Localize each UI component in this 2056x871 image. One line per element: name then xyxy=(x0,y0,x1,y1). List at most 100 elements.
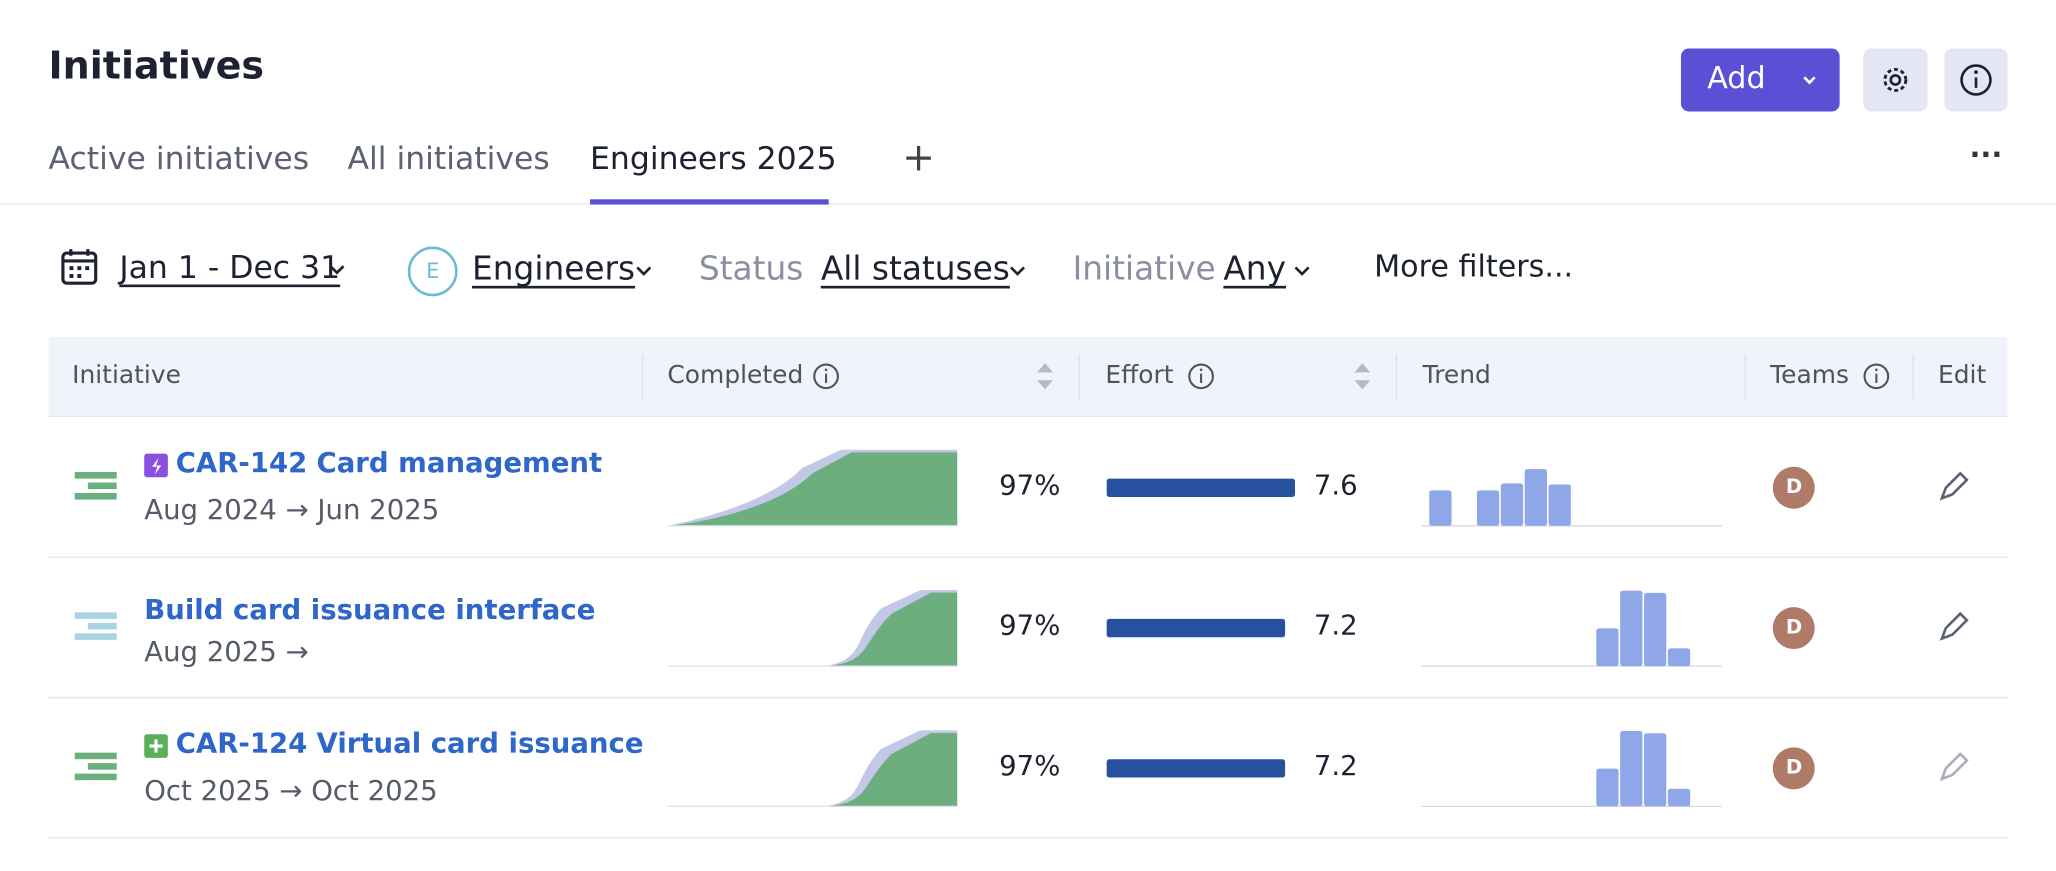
trend-bar xyxy=(1667,788,1691,807)
completed-area xyxy=(826,592,958,667)
team-avatar: E xyxy=(407,246,458,297)
row-icon xyxy=(87,482,117,490)
row-icon xyxy=(74,633,117,640)
team-filter[interactable]: Engineers xyxy=(472,249,636,288)
edit-icon xyxy=(1939,752,1969,782)
initiative-title[interactable]: Virtual card issuance xyxy=(316,728,644,760)
gear-icon xyxy=(1883,68,1908,92)
trend-bar xyxy=(1667,648,1691,667)
initiative-filter[interactable]: Any xyxy=(1223,249,1286,288)
add-label: Add xyxy=(1707,61,1766,96)
info-icon xyxy=(1188,363,1214,390)
row-icon xyxy=(74,472,117,479)
row-icon xyxy=(74,773,117,781)
trend-bar xyxy=(1596,628,1619,667)
date-filter[interactable]: Jan 1 - Dec 31 xyxy=(119,248,341,286)
trend-bar xyxy=(1620,730,1643,807)
edit-icon xyxy=(1939,611,1969,641)
more-filters[interactable]: More filters... xyxy=(1374,250,1574,285)
initiative-key[interactable]: CAR-142 xyxy=(175,447,308,480)
settings-button[interactable] xyxy=(1863,48,1928,112)
sort-icon xyxy=(1037,363,1053,373)
effort-value: 7.2 xyxy=(1313,750,1358,783)
completed-percent: 97% xyxy=(999,750,1061,783)
team-avatar xyxy=(1772,607,1815,650)
info-icon xyxy=(1199,368,1203,372)
effort-bar xyxy=(1106,759,1286,778)
trend-bar xyxy=(1429,490,1452,526)
trend-bar xyxy=(1596,768,1619,807)
info-button[interactable] xyxy=(1944,48,2008,112)
initiative-title[interactable]: Build card issuance interface xyxy=(144,594,596,627)
team-letter: D xyxy=(1785,754,1803,779)
team-letter: D xyxy=(1785,614,1803,639)
column-header: Initiative xyxy=(72,359,181,389)
status-label: Status xyxy=(698,249,804,288)
column-header: Edit xyxy=(1937,359,1987,389)
status-filter[interactable]: All statuses xyxy=(820,249,1010,288)
column-header: Teams xyxy=(1770,359,1849,389)
info-icon xyxy=(1960,64,1992,96)
info-icon xyxy=(1863,363,1890,390)
effort-value: 7.6 xyxy=(1313,469,1358,502)
effort-value: 7.2 xyxy=(1313,610,1358,642)
initiative-title[interactable]: Card management xyxy=(316,447,603,480)
column-header: Trend xyxy=(1422,359,1491,389)
info-icon xyxy=(1875,368,1878,372)
calendar-icon xyxy=(61,249,98,285)
sort-icon xyxy=(1354,380,1371,390)
more-menu[interactable]: ··· xyxy=(1969,138,2003,172)
add-button[interactable]: Add xyxy=(1680,48,1840,112)
badge-glyph xyxy=(152,457,162,475)
table-header xyxy=(48,336,2008,417)
initiative-dates: Aug 2025 → xyxy=(144,636,309,668)
add-tab[interactable]: + xyxy=(902,135,936,181)
effort-bar xyxy=(1106,618,1286,638)
chevron xyxy=(329,265,345,275)
initiative-key[interactable]: CAR-124 xyxy=(175,728,308,760)
tab[interactable]: Active initiatives xyxy=(48,140,310,177)
chevron xyxy=(636,266,652,276)
chevron xyxy=(1010,266,1025,276)
badge-glyph xyxy=(149,739,163,753)
trend-bar xyxy=(1644,592,1667,667)
completed-percent: 97% xyxy=(999,610,1061,642)
info-icon xyxy=(813,363,839,390)
team-avatar-letter: E xyxy=(426,258,440,284)
initiative-dates: Oct 2025 → Oct 2025 xyxy=(144,775,438,807)
team-letter: D xyxy=(1785,474,1803,498)
edit-icon xyxy=(1939,471,1969,501)
row-icon xyxy=(87,622,117,630)
row-icon xyxy=(74,752,117,760)
effort-bar xyxy=(1106,478,1296,497)
initiative-dates: Aug 2024 → Jun 2025 xyxy=(144,494,440,527)
tab[interactable]: Engineers 2025 xyxy=(590,140,837,177)
trend-bar xyxy=(1524,469,1547,526)
page-title: Initiatives xyxy=(48,43,265,88)
chevron xyxy=(1294,266,1310,276)
initiative-label: Initiative xyxy=(1072,249,1216,288)
row-icon xyxy=(74,612,117,619)
column-header: Completed xyxy=(667,359,804,389)
tab[interactable]: All initiatives xyxy=(347,140,550,177)
completed-area xyxy=(826,732,958,807)
team-avatar xyxy=(1772,747,1815,790)
team-avatar xyxy=(1772,466,1815,509)
column-header: Effort xyxy=(1105,359,1174,389)
completed-area xyxy=(667,452,958,526)
sort-icon xyxy=(1354,363,1371,373)
row-icon xyxy=(74,493,117,500)
row-icon xyxy=(87,763,117,770)
divider xyxy=(0,203,2056,205)
trend-bar xyxy=(1644,733,1667,807)
trend-bar xyxy=(1500,483,1524,526)
trend-bar xyxy=(1476,490,1500,526)
trend-bar xyxy=(1620,590,1643,667)
sort-icon xyxy=(1037,380,1053,390)
trend-bar xyxy=(1548,484,1571,526)
active-tab-underline xyxy=(590,199,829,205)
info-icon xyxy=(824,368,828,372)
completed-percent: 97% xyxy=(999,469,1061,502)
